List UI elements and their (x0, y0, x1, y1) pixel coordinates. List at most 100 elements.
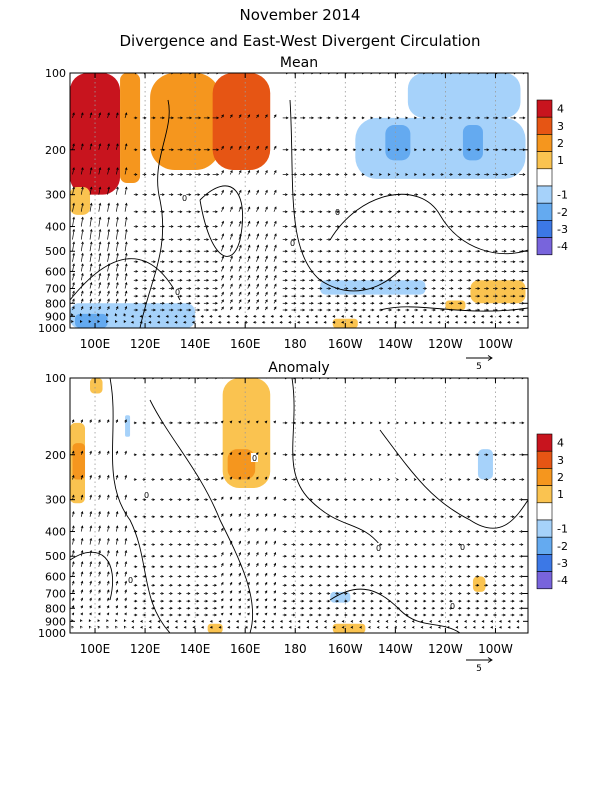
vector-arrowhead (344, 515, 348, 519)
vector-arrowhead (414, 613, 418, 617)
vector-arrowhead (256, 291, 259, 295)
vector-arrowhead (405, 515, 409, 519)
vector-arrowhead (459, 287, 463, 290)
vector-arrow (80, 273, 84, 281)
vector-arrowhead (187, 543, 191, 546)
vector-arrowhead (264, 476, 268, 480)
vector-arrowhead (89, 290, 93, 294)
vector-arrowhead (328, 301, 332, 305)
vector-arrowhead (148, 625, 152, 629)
vector-arrowhead (206, 278, 210, 282)
vector-arrowhead (516, 625, 520, 629)
vector-arrowhead (302, 301, 306, 305)
vector-arrowhead (433, 238, 436, 241)
vector-arrow (80, 571, 83, 577)
vector-arrowhead (310, 592, 314, 595)
vector-arrowhead (511, 599, 515, 603)
vector-arrowhead (358, 314, 362, 318)
vector-arrowhead (285, 249, 288, 253)
vector-arrowhead (353, 543, 357, 546)
vector-arrowhead (89, 612, 92, 616)
vector-arrowhead (477, 294, 481, 298)
vector-arrowhead (178, 498, 182, 502)
vector-arrowhead (504, 73, 508, 75)
vector-arrowhead (345, 308, 349, 312)
vector-arrowhead (116, 263, 119, 267)
vector-arrowhead (134, 421, 137, 425)
vector-arrowhead (80, 474, 84, 478)
vector-arrowhead (162, 225, 165, 228)
vector-arrowhead (153, 278, 156, 282)
vector-arrowhead (197, 278, 201, 282)
vector-arrowhead (494, 498, 498, 502)
vector-arrowhead (215, 260, 218, 264)
vector-arrowhead (124, 537, 128, 541)
vector-arrowhead (405, 613, 409, 617)
vector-arrowhead (467, 453, 471, 457)
vector-arrowhead (273, 291, 277, 295)
vector-arrowhead (264, 540, 268, 544)
vector-arrowhead (152, 498, 156, 502)
vector-arrowhead (489, 314, 493, 318)
vector-arrow (89, 273, 92, 281)
vector-arrowhead (221, 306, 224, 310)
vector-arrowhead (388, 583, 392, 587)
vector-arrowhead (433, 260, 436, 264)
vector-arrowhead (318, 515, 322, 519)
vector-arrowhead (503, 287, 507, 290)
vector-arrowhead (161, 543, 165, 546)
vector-arrowhead (220, 590, 224, 594)
zero-contour (291, 378, 381, 546)
vector-arrowhead (284, 530, 287, 533)
vector-arrowhead (106, 625, 109, 629)
vector-arrowhead (293, 238, 297, 241)
vector-arrowhead (511, 583, 515, 587)
colorbar-swatch (536, 185, 553, 204)
vector-arrowhead (311, 210, 314, 214)
vector-arrowhead (89, 525, 93, 529)
vector-arrowhead (476, 606, 480, 610)
vector-arrowhead (319, 173, 323, 176)
vector-arrowhead (264, 420, 268, 424)
vector-arrowhead (485, 421, 489, 425)
vector-arrowhead (98, 494, 101, 498)
vector-arrowhead (170, 592, 173, 595)
vector-arrow (98, 550, 101, 557)
vector-arrowhead (247, 581, 250, 585)
vector-arrowhead (189, 116, 193, 120)
vector-arrowhead (152, 148, 156, 152)
vector-arrow (238, 233, 242, 240)
vector-arrowhead (124, 494, 128, 498)
vector-arrowhead (134, 498, 138, 502)
vector-arrowhead (170, 599, 173, 603)
vector-arrowhead (311, 225, 314, 228)
vector-arrowhead (376, 619, 380, 623)
reference-vector-head (487, 355, 493, 361)
vector-arrowhead (311, 301, 314, 305)
vector-arrowhead (441, 613, 445, 617)
vector-arrowhead (115, 612, 118, 616)
vector-arrowhead (379, 515, 383, 519)
vector-arrowhead (265, 169, 268, 173)
vector-arrowhead (179, 287, 183, 290)
vector-arrowhead (477, 260, 481, 264)
vector-arrowhead (328, 148, 331, 152)
vector-arrowhead (458, 606, 462, 610)
vector-arrowhead (162, 270, 165, 273)
vector-arrowhead (302, 116, 306, 120)
zero-contour (109, 378, 171, 633)
vector-arrowhead (80, 561, 84, 565)
vector-arrowhead (318, 554, 322, 558)
vector-arrowhead (495, 301, 498, 305)
vector-arrowhead (520, 613, 524, 617)
vector-arrowhead (486, 73, 490, 75)
vector-arrowhead (144, 238, 148, 241)
vector-arrowhead (264, 605, 268, 609)
vector-arrow (80, 167, 84, 175)
vector-arrow (72, 299, 75, 304)
vector-arrowhead (370, 453, 373, 457)
vector-arrowhead (88, 313, 92, 317)
vector-arrowhead (396, 421, 399, 425)
vector-arrowhead (197, 378, 201, 380)
vector-arrowhead (216, 148, 220, 152)
